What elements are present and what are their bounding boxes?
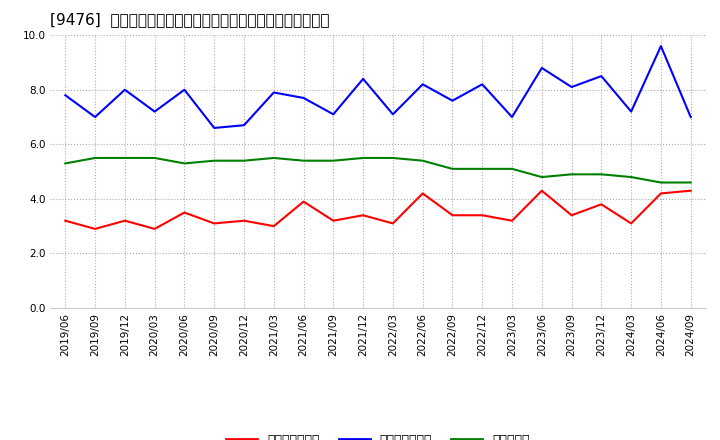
Text: [9476]  売上債権回転率、買入債務回転率、在庫回転率の推移: [9476] 売上債権回転率、買入債務回転率、在庫回転率の推移	[50, 12, 330, 27]
Legend: 売上債権回転率, 買入債務回転率, 在庫回転率: 売上債権回転率, 買入債務回転率, 在庫回転率	[221, 429, 535, 440]
